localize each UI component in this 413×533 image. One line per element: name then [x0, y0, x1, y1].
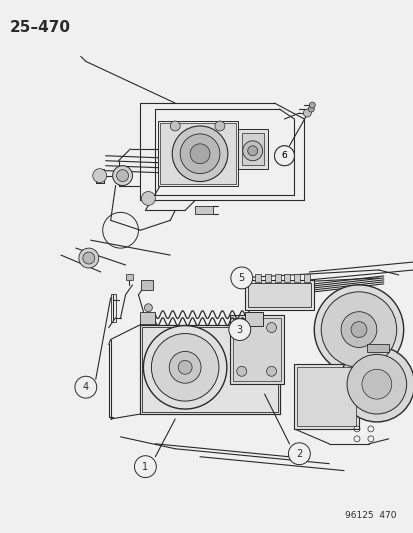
Circle shape [190, 144, 209, 164]
Text: 25–470: 25–470 [9, 20, 70, 35]
Bar [244, 312, 262, 326]
Circle shape [320, 292, 396, 367]
Circle shape [170, 121, 180, 131]
Circle shape [242, 141, 262, 161]
Bar [294, 274, 300, 282]
Circle shape [361, 369, 391, 399]
Circle shape [134, 456, 156, 478]
Text: 3: 3 [236, 325, 242, 335]
Circle shape [112, 166, 132, 185]
Circle shape [83, 252, 95, 264]
Circle shape [75, 376, 97, 398]
Circle shape [350, 321, 366, 337]
Bar [142, 327, 277, 412]
Circle shape [266, 322, 276, 333]
Polygon shape [140, 325, 279, 414]
Bar [232, 318, 281, 381]
Bar [125, 274, 133, 280]
Circle shape [313, 285, 403, 374]
Bar [366, 344, 388, 352]
Bar [297, 367, 355, 426]
Bar [140, 312, 155, 324]
Circle shape [308, 106, 313, 112]
Text: 4: 4 [83, 382, 89, 392]
Bar [254, 274, 260, 282]
Text: 6: 6 [281, 151, 287, 160]
Text: 5: 5 [238, 273, 244, 283]
Circle shape [274, 146, 294, 166]
Circle shape [214, 121, 224, 131]
Circle shape [228, 319, 250, 341]
Bar [110, 294, 115, 321]
Bar [141, 280, 153, 290]
Bar [237, 129, 267, 168]
Circle shape [116, 169, 128, 182]
Circle shape [169, 351, 201, 383]
Bar [274, 274, 280, 282]
Circle shape [144, 304, 152, 312]
Circle shape [309, 102, 315, 108]
Bar [264, 274, 270, 282]
Text: 1: 1 [142, 462, 148, 472]
Circle shape [346, 354, 406, 414]
Circle shape [340, 312, 376, 348]
Circle shape [303, 109, 311, 117]
Circle shape [143, 326, 226, 409]
Bar [294, 365, 358, 429]
Bar [304, 274, 310, 282]
Circle shape [230, 267, 252, 289]
Circle shape [151, 334, 218, 401]
Circle shape [288, 443, 310, 465]
Circle shape [247, 146, 257, 156]
Text: 6: 6 [281, 151, 287, 160]
Circle shape [236, 322, 246, 333]
Circle shape [178, 360, 192, 374]
Bar [284, 274, 290, 282]
Circle shape [266, 366, 276, 376]
Circle shape [93, 168, 107, 183]
Text: 96125  470: 96125 470 [344, 511, 396, 520]
Polygon shape [95, 168, 103, 183]
Bar [158, 121, 237, 185]
Bar [241, 133, 263, 165]
Bar [244, 280, 313, 310]
Circle shape [180, 134, 219, 174]
Text: 2: 2 [296, 449, 302, 459]
Bar [195, 206, 212, 214]
Bar [160, 123, 235, 183]
Bar [229, 314, 284, 384]
Circle shape [141, 191, 155, 205]
Circle shape [236, 366, 246, 376]
Circle shape [338, 346, 413, 422]
Circle shape [172, 126, 227, 182]
Circle shape [274, 146, 294, 166]
Circle shape [78, 248, 98, 268]
Bar [247, 283, 311, 306]
